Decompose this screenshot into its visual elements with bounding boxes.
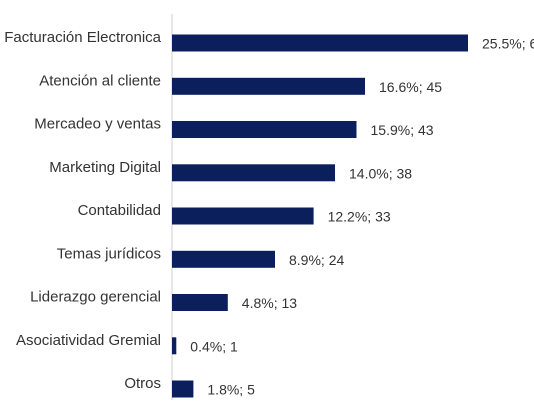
bar (172, 294, 228, 311)
data-label: 16.6%; 45 (379, 79, 442, 95)
data-label: 1.8%; 5 (207, 382, 255, 398)
bar (172, 121, 357, 138)
category-label: Marketing Digital (49, 159, 161, 176)
category-label: Temas jurídicos (57, 245, 161, 262)
data-label: 25.5%; 69 (482, 36, 534, 52)
category-label: Mercadeo y ventas (34, 115, 161, 132)
bars-layer (172, 34, 468, 398)
category-label: Atención al cliente (39, 72, 161, 89)
bar (172, 34, 468, 52)
category-label: Asociatividad Gremial (16, 332, 161, 349)
category-labels: Facturación Electronica Atención al clien… (4, 29, 161, 392)
bar (172, 164, 335, 182)
data-label: 14.0%; 38 (349, 166, 412, 182)
data-label: 4.8%; 13 (242, 295, 297, 311)
data-labels: 25.5%; 69 16.6%; 45 15.9%; 43 14.0%; 38 12.2… (190, 36, 534, 398)
data-label: 15.9%; 43 (371, 122, 434, 138)
bar (172, 380, 194, 398)
bar (172, 250, 275, 268)
bar (172, 207, 314, 225)
data-label: 12.2%; 33 (328, 209, 391, 225)
category-label: Liderazgo gerencial (30, 288, 161, 305)
category-label: Facturación Electronica (4, 29, 161, 46)
bar (172, 337, 177, 355)
bar (172, 77, 365, 95)
data-label: 0.4%; 1 (190, 339, 238, 355)
category-label: Contabilidad (78, 202, 161, 219)
category-label: Otros (124, 375, 161, 392)
data-label: 8.9%; 24 (289, 252, 344, 268)
